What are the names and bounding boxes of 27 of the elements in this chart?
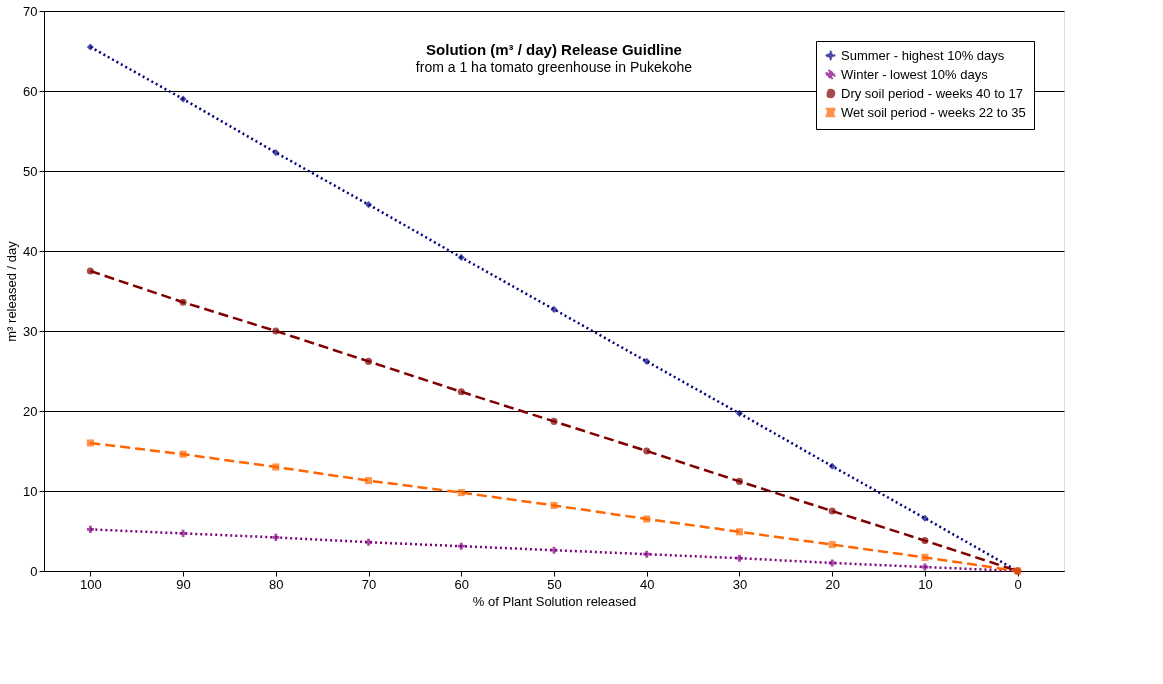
legend-label: Dry soil period - weeks 40 to 17: [841, 85, 1024, 101]
legend-label: Winter - lowest 10% days: [841, 66, 989, 82]
x-tick-label: 80: [269, 576, 284, 592]
y-axis-title: m³ released / day: [4, 240, 20, 342]
x-tick-label: 40: [639, 576, 655, 592]
x-axis-title: % of Plant Solution released: [472, 593, 637, 609]
x-tick-label: 10: [918, 576, 933, 592]
x-tick-label: 90: [176, 576, 191, 592]
x-tick-label: 60: [454, 576, 470, 592]
y-tick-label: 50: [23, 163, 38, 179]
y-tick-label: 10: [23, 483, 38, 499]
x-tick-label: 70: [361, 576, 377, 592]
x-tick-label: 20: [825, 576, 840, 592]
x-tick-label: 100: [80, 576, 102, 592]
x-tick-label: 30: [732, 576, 748, 592]
legend-label: Wet soil period - weeks 22 to 35: [841, 104, 1026, 120]
x-tick-label: 50: [547, 576, 562, 592]
y-tick-label: 40: [23, 243, 38, 259]
text: from a 1 ha tomato greenhouse in Pukekohe: [415, 59, 693, 75]
y-tick-label: 60: [23, 83, 38, 99]
y-tick-label: 30: [23, 323, 38, 339]
y-tick-label: 70: [23, 3, 38, 19]
legend-label: Summer - highest 10% days: [841, 47, 1005, 63]
text: Solution (m³ / day) Release Guidline: [426, 41, 682, 58]
x-tick-label: 0: [1014, 576, 1022, 592]
y-tick-label: 20: [23, 403, 38, 419]
y-tick-label: 0: [30, 563, 38, 579]
